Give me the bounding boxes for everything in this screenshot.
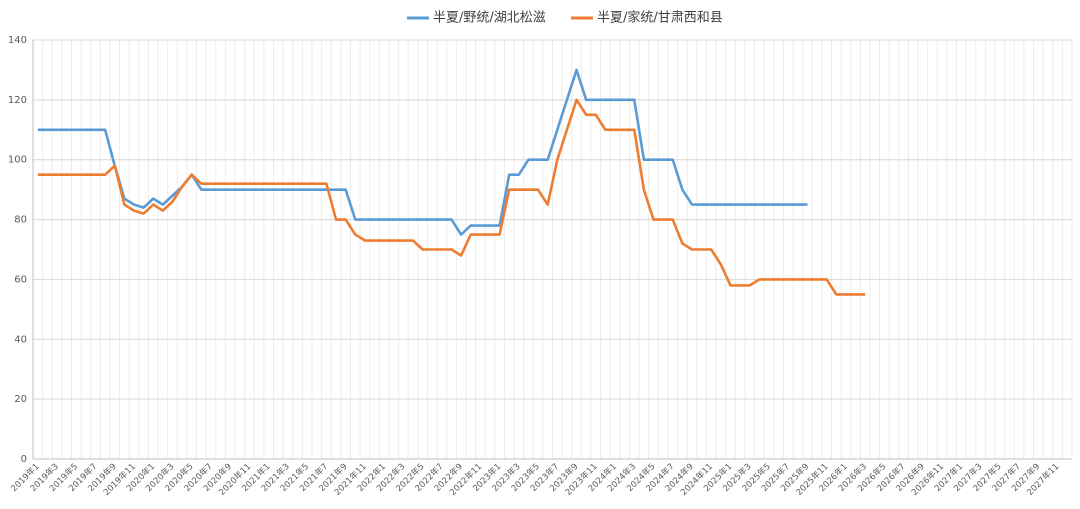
series-line	[37, 98, 866, 296]
y-tick-label: 20	[14, 394, 27, 405]
y-tick-label: 60	[14, 274, 27, 285]
y-tick-label: 120	[8, 95, 27, 106]
series-line	[37, 68, 808, 236]
y-tick-label: 100	[8, 155, 27, 166]
y-tick-label: 0	[21, 454, 27, 465]
y-tick-label: 140	[8, 35, 27, 46]
y-tick-label: 40	[14, 334, 27, 345]
legend-label: 半夏/家统/甘肃西和县	[597, 10, 723, 26]
y-tick-label: 80	[14, 215, 27, 226]
legend-label: 半夏/野统/湖北松滋	[433, 11, 546, 26]
